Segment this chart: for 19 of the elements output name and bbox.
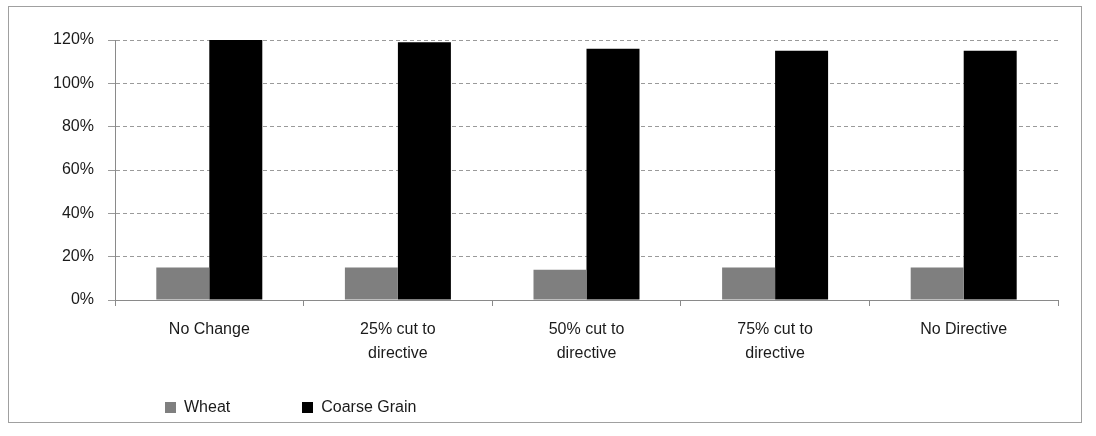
x-tick-label: No Change bbox=[168, 320, 250, 338]
bar bbox=[963, 50, 1017, 300]
y-tick-label: 40% bbox=[61, 203, 94, 221]
x-tick-label: No Directive bbox=[920, 320, 1008, 338]
y-tick-label: 0% bbox=[70, 290, 94, 308]
legend-label: Coarse Grain bbox=[321, 398, 417, 416]
legend-label: Wheat bbox=[184, 398, 231, 416]
x-tick-label: 25% cut to directive bbox=[360, 320, 436, 362]
y-tick-label: 80% bbox=[61, 117, 94, 135]
bar bbox=[397, 42, 451, 300]
y-tick-label: 100% bbox=[53, 73, 94, 91]
y-tick-label: 20% bbox=[61, 247, 94, 265]
y-tick-label: 60% bbox=[61, 160, 94, 178]
x-tick-label: 75% cut to directive bbox=[737, 320, 813, 362]
y-tick-label: 120% bbox=[53, 30, 94, 48]
bar bbox=[775, 50, 829, 300]
x-tick-label: 50% cut to directive bbox=[548, 320, 625, 362]
bar bbox=[209, 40, 263, 300]
bar bbox=[586, 48, 640, 300]
